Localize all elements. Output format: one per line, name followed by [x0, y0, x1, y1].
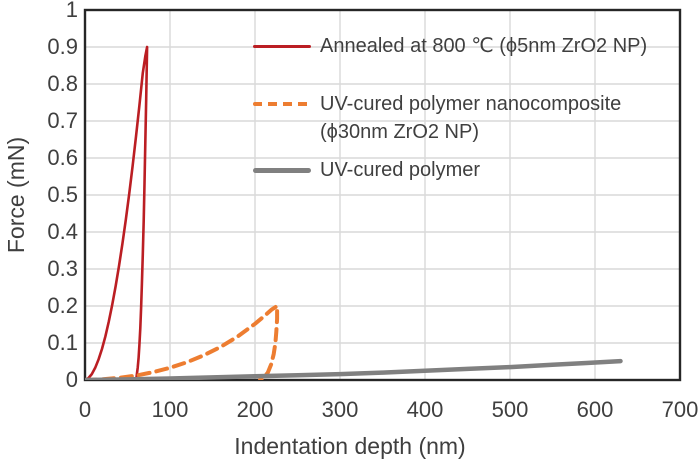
- x-tick-label: 600: [576, 397, 614, 422]
- plot-frame: [83, 8, 682, 382]
- series-line-polymer: [85, 358, 623, 380]
- x-tick-label: 0: [78, 397, 92, 422]
- x-axis-title: Indentation depth (nm): [234, 433, 466, 459]
- legend-entry-annealed: Annealed at 800 ℃ (ϕ5nm ZrO2 NP): [253, 32, 647, 60]
- y-tick-label: 0.9: [47, 34, 78, 59]
- y-tick-label: 0.3: [47, 256, 78, 281]
- x-tick-label: 700: [661, 397, 699, 422]
- x-tick-label: 300: [321, 397, 359, 422]
- series-line-nanocomposite: [85, 304, 280, 380]
- legend-label-polymer: UV-cured polymer: [320, 159, 481, 181]
- series-line-annealed: [85, 45, 149, 380]
- y-tick-label: 0.4: [47, 219, 78, 244]
- legend-line-swatch-annealed: [253, 45, 311, 48]
- x-tick-label: 200: [236, 397, 274, 422]
- y-tick-label: 0.7: [47, 108, 78, 133]
- legend-entry-nanocomposite: UV-cured polymer nanocomposite (ϕ30nm ZrO…: [253, 90, 621, 146]
- y-tick-label: 1: [65, 0, 78, 22]
- legend-entry-polymer: UV-cured polymer: [253, 156, 480, 184]
- series-lines: [85, 45, 623, 380]
- x-tick-label: 500: [491, 397, 529, 422]
- y-axis-title: Force (mN): [3, 136, 29, 254]
- legend-line-swatch-polymer: [253, 168, 311, 173]
- y-tick-label: 0.6: [47, 145, 78, 170]
- y-tick-label: 0.5: [47, 182, 78, 207]
- x-tick-label: 100: [151, 397, 189, 422]
- legend-line-swatch-nanocomposite: [253, 102, 311, 106]
- legend-label-annealed: Annealed at 800 ℃ (ϕ5nm ZrO2 NP): [320, 35, 648, 57]
- y-tick-label: 0.2: [47, 293, 78, 318]
- y-tick-label: 0: [65, 367, 78, 392]
- y-tick-label: 0.8: [47, 71, 78, 96]
- gridlines: [85, 10, 680, 380]
- x-tick-label: 400: [406, 397, 444, 422]
- y-tick-label: 0.1: [47, 330, 78, 355]
- legend-label-nanocomposite: UV-cured polymer nanocomposite (ϕ30nm ZrO…: [320, 93, 622, 143]
